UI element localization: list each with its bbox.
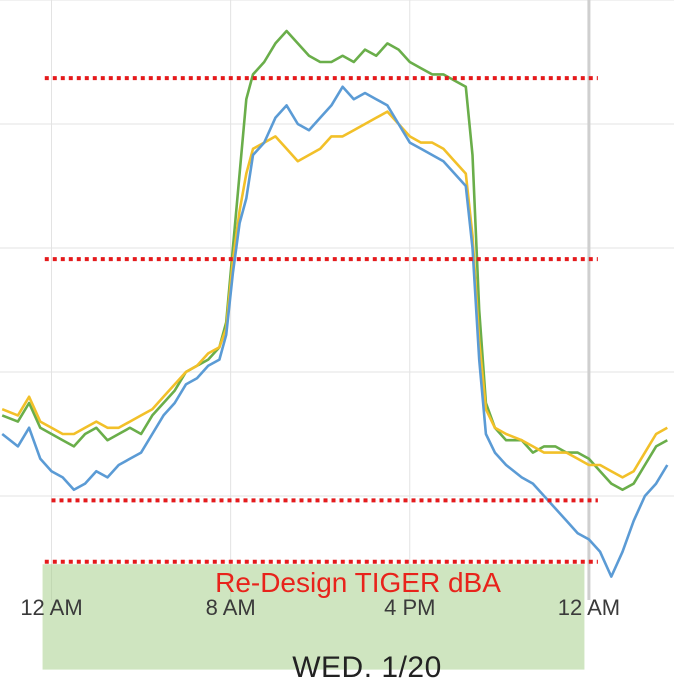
reference-lines bbox=[44, 76, 598, 564]
text-layer: Re-Design TIGER dBA 12 AM 8 AM 4 PM 12 A… bbox=[20, 567, 620, 684]
band-layer bbox=[42, 564, 585, 670]
x-tick-label-3: 12 AM bbox=[558, 595, 620, 620]
band-label: Re-Design TIGER dBA bbox=[215, 567, 501, 598]
band-rect bbox=[42, 564, 585, 670]
x-tick-label-1: 8 AM bbox=[206, 595, 256, 620]
x-tick-label-2: 4 PM bbox=[384, 595, 435, 620]
series-line-1 bbox=[1, 110, 668, 479]
series-line-0 bbox=[1, 29, 668, 492]
x-tick-label-0: 12 AM bbox=[20, 595, 82, 620]
gridlines bbox=[0, 0, 674, 600]
date-caption: WED. 1/20 bbox=[292, 651, 442, 684]
series-lines bbox=[1, 29, 669, 578]
series-line-2 bbox=[1, 85, 669, 578]
